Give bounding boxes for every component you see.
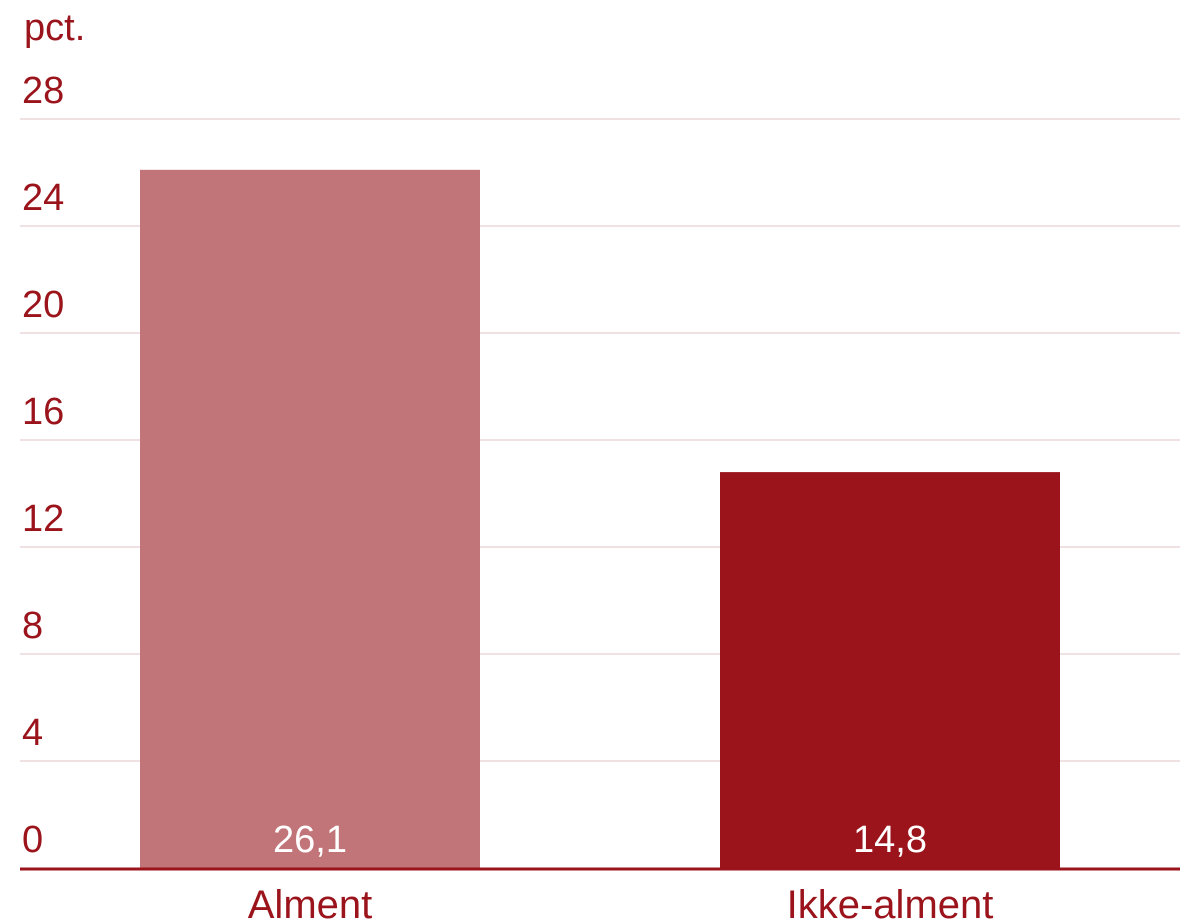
bar-ikke-alment xyxy=(720,472,1060,868)
y-axis-unit-label: pct. xyxy=(24,7,85,49)
y-axis-ticks: 0 4 8 12 16 20 24 28 xyxy=(22,70,64,861)
y-tick-label: 20 xyxy=(22,284,64,326)
y-tick-label: 4 xyxy=(22,712,43,754)
y-tick-label: 24 xyxy=(22,177,64,219)
y-tick-label: 12 xyxy=(22,498,64,540)
y-tick-label: 28 xyxy=(22,70,64,112)
category-label: Ikke-alment xyxy=(787,883,994,924)
category-labels: Alment Ikke-alment xyxy=(248,883,994,924)
bar-alment xyxy=(140,169,480,868)
category-label: Alment xyxy=(248,883,373,924)
bars: 26,1 14,8 xyxy=(140,169,1060,868)
bar-value-label: 26,1 xyxy=(273,819,347,861)
y-tick-label: 8 xyxy=(22,605,43,647)
y-tick-label: 16 xyxy=(22,391,64,433)
y-tick-label: 0 xyxy=(22,819,43,861)
bar-value-label: 14,8 xyxy=(853,819,927,861)
